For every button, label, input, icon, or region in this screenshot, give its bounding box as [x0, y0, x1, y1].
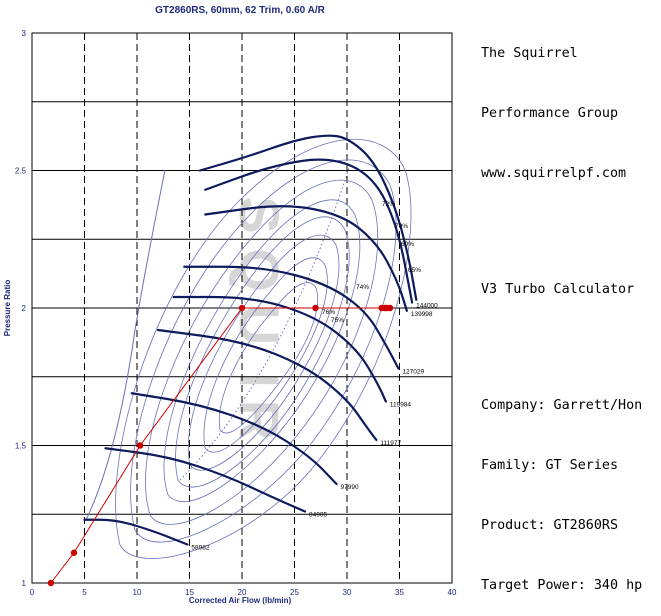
- speed-lines: [83, 134, 418, 546]
- speed-labels: 58982 84905 97990 111977 119984 127029 1399981…: [191, 303, 438, 552]
- website-link[interactable]: www.squirrelpf.com: [481, 166, 627, 181]
- surge-line: [85, 169, 166, 521]
- efficiency-label: 76%: [322, 309, 335, 316]
- speed-line: [156, 328, 378, 442]
- y-tick-labels: 1 1.5 2 2.5 3: [15, 29, 27, 588]
- y-axis-label: Pressure Ratio: [3, 280, 12, 337]
- calculator-title: V3 Turbo Calculator: [481, 282, 635, 297]
- squirrel-watermark: S Q U I R: [228, 196, 291, 440]
- svg-text:U: U: [228, 305, 291, 345]
- efficiency-label: 74%: [356, 284, 369, 291]
- x-tick-label: 15: [185, 588, 194, 597]
- speed-line: [183, 265, 400, 370]
- company-field: Company: Garrett/Hon: [481, 398, 643, 413]
- svg-text:I: I: [228, 372, 291, 388]
- target-power-field: Target Power: 340 hp: [481, 578, 643, 593]
- company-name-line2: Performance Group: [481, 106, 619, 121]
- speed-line-label: 111977: [380, 440, 401, 447]
- y-tick-label: 1: [22, 579, 27, 588]
- efficiency-label: 70%: [395, 223, 408, 230]
- info-panel: The Squirrel Performance Group www.squir…: [481, 4, 661, 616]
- efficiency-islands: [115, 138, 412, 559]
- efficiency-label: 65%: [408, 267, 421, 274]
- speed-line-label: 58982: [191, 545, 209, 552]
- operating-point: [47, 579, 55, 587]
- efficiency-label-group: 60% 65% 70% 72% 74% 76% 75%: [322, 201, 421, 324]
- speed-line: [130, 392, 338, 486]
- speed-line-label: 84905: [309, 512, 327, 519]
- y-tick-label: 2.5: [15, 167, 27, 176]
- efficiency-label: 72%: [382, 201, 395, 208]
- speed-line: [204, 158, 414, 304]
- speed-line-label: 127029: [402, 369, 424, 376]
- x-tick-label: 35: [395, 588, 404, 597]
- operating-point: [238, 304, 246, 312]
- y-tick-label: 1.5: [15, 442, 27, 451]
- speed-line: [104, 447, 307, 513]
- speed-line: [83, 518, 189, 546]
- operating-line: [47, 304, 394, 587]
- family-field: Family: GT Series: [481, 458, 619, 473]
- efficiency-label: 75%: [331, 317, 344, 324]
- x-tick-label: 20: [238, 588, 247, 597]
- operating-point: [386, 304, 394, 312]
- x-tick-label: 0: [30, 588, 35, 597]
- y-tick-label: 2: [22, 304, 27, 313]
- speed-line: [204, 205, 408, 312]
- company-name-line1: The Squirrel: [481, 46, 578, 61]
- speed-line-label: 139998: [411, 311, 433, 318]
- speed-line-label: 97990: [341, 484, 359, 491]
- x-tick-label: 40: [448, 588, 457, 597]
- speed-line-label: 144000: [416, 303, 438, 310]
- x-tick-label: 30: [343, 588, 352, 597]
- x-tick-label: 25: [290, 588, 299, 597]
- product-field: Product: GT2860RS: [481, 518, 619, 533]
- x-axis-label: Corrected Air Flow (lb/min): [189, 596, 292, 605]
- speed-line: [172, 295, 387, 403]
- x-tick-labels: 0 5 10 15 20 25 30 35 40: [30, 588, 457, 597]
- chart-title: GT2860RS, 60mm, 62 Trim, 0.60 A/R: [155, 5, 325, 16]
- x-tick-label: 5: [82, 588, 87, 597]
- y-tick-label: 3: [22, 29, 27, 38]
- speed-line-label: 119984: [390, 402, 412, 409]
- speed-line: [198, 134, 418, 301]
- operating-point: [136, 442, 144, 449]
- x-tick-label: 10: [133, 588, 142, 597]
- operating-point: [70, 549, 78, 556]
- operating-point: [312, 304, 319, 312]
- efficiency-label: 60%: [401, 241, 414, 248]
- svg-text:R: R: [228, 400, 291, 440]
